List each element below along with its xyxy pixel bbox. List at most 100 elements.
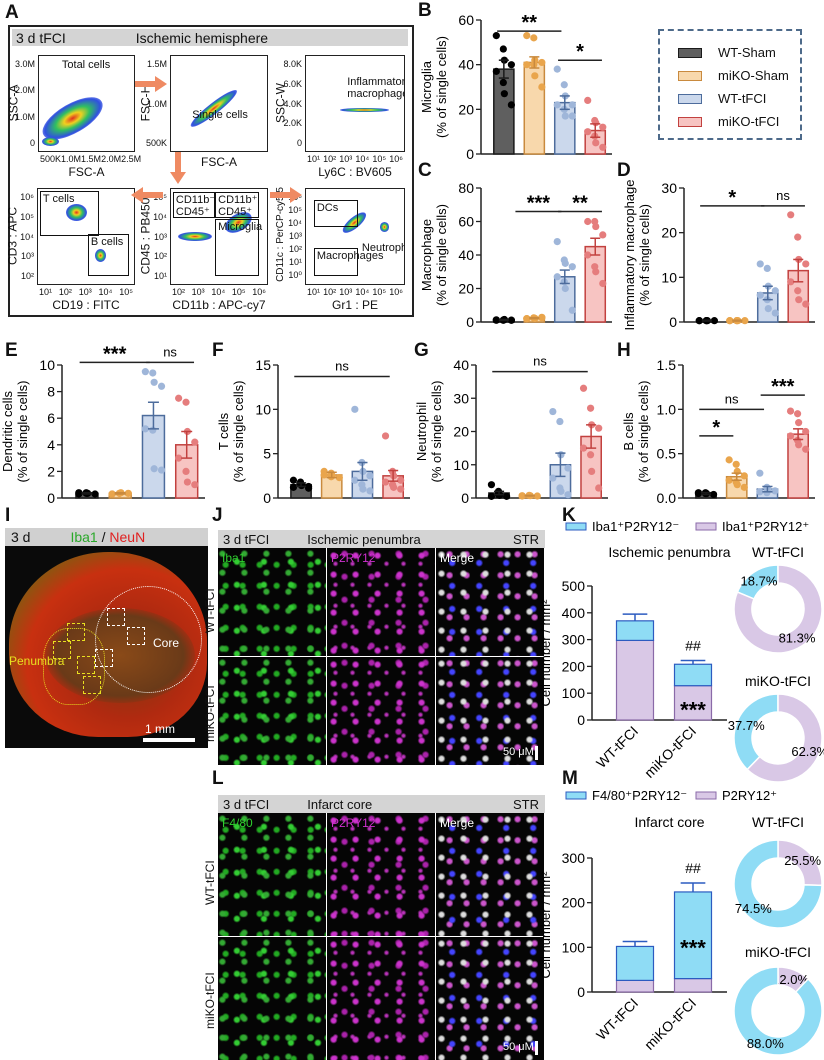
data-point: [592, 139, 600, 147]
data-point: [579, 384, 588, 392]
flow-gating-panel: [8, 25, 414, 317]
data-point: [787, 278, 795, 286]
panel-label-c: C: [418, 160, 432, 181]
micrograph-iba1: Iba1: [218, 548, 326, 656]
y-tick-label: 1.5M: [146, 59, 167, 69]
flow-header-right: Ischemic hemisphere: [135, 29, 269, 46]
panel-label-j: J: [212, 505, 223, 526]
y-axis-label: (% of single cells): [434, 204, 449, 306]
flow-plot: Total cells: [38, 55, 135, 152]
y-tick-label: 10⁵: [20, 211, 34, 222]
scale-bar-label: 50 μM: [503, 746, 534, 758]
data-point: [507, 61, 515, 69]
data-point: [787, 211, 795, 219]
data-point: [157, 382, 166, 390]
y-tick-label: 20: [458, 281, 474, 297]
data-point: [141, 368, 149, 376]
y-tick-label: 30: [453, 390, 469, 406]
panel-label-i: I: [5, 505, 11, 526]
data-point: [595, 424, 603, 432]
y-axis-label: Macrophage: [419, 219, 434, 291]
data-point: [523, 32, 531, 40]
y-tick-label: 6: [47, 410, 55, 426]
data-point: [592, 222, 600, 231]
y-axis-label: Cell number / mm²: [538, 599, 553, 707]
y-tick-label: 1.0M: [14, 111, 35, 122]
data-point: [191, 438, 199, 446]
data-point: [503, 492, 511, 500]
data-point: [771, 287, 779, 295]
x-axis-label: FSC-A: [68, 165, 105, 179]
roi-box: [95, 649, 113, 667]
donut-title: WT-tFCI: [752, 814, 804, 830]
y-axis-label: Microglia: [419, 60, 434, 113]
donut-slice-label: 74.5%: [735, 901, 772, 916]
y-tick-label: 20: [453, 424, 469, 440]
y-axis-label: Inflammatory macrophage: [622, 179, 637, 330]
channel-label: Iba1: [222, 551, 246, 565]
data-point: [487, 481, 496, 489]
panel-label-e: E: [5, 340, 18, 361]
chart-title: Ischemic penumbra: [608, 544, 730, 560]
scale-bar-label: 50 μM: [503, 1041, 534, 1053]
data-point: [595, 484, 603, 492]
y-tick-label: 10¹: [288, 257, 302, 267]
significance-label: ***: [771, 376, 795, 398]
gate-label: Inflammatory macrophages: [347, 76, 405, 100]
significance-label: *: [712, 417, 720, 439]
data-point: [366, 472, 374, 480]
data-point: [584, 96, 592, 104]
data-point: [710, 317, 718, 325]
data-point: [771, 309, 779, 317]
legend-item-miko-tfci: miKO-tFCI: [678, 110, 800, 133]
x-tick-label: 10³: [78, 287, 92, 297]
gate-label: Macrophages: [313, 247, 383, 277]
y-tick-label: 40: [458, 247, 474, 263]
arrow-head-icon: [131, 187, 143, 203]
scale-bar: [535, 1041, 538, 1055]
data-point: [564, 464, 572, 472]
micrograph-merge: Merge: [436, 548, 544, 656]
legend-label: Iba1⁺P2RY12⁻: [592, 519, 679, 534]
y-tick-label: 10³: [153, 231, 167, 242]
data-point: [538, 314, 546, 322]
significance-label: ns: [776, 188, 790, 203]
scale-bar: [535, 746, 538, 760]
gate-label: Neutrophils: [361, 242, 404, 255]
stacked-bar-segment: [615, 979, 655, 993]
data-point: [553, 101, 561, 109]
significance-label: ***: [527, 192, 551, 214]
y-axis-label: (% of single cells): [231, 381, 246, 483]
panel-label-g: G: [414, 340, 429, 361]
x-tick-label: 10¹: [307, 154, 321, 164]
y-tick-label: 10⁴: [288, 218, 302, 228]
data-point: [335, 474, 343, 482]
donut-slice-label: 25.5%: [784, 853, 821, 868]
panel-label-k: K: [562, 505, 576, 526]
data-point: [150, 378, 158, 386]
data-point: [802, 427, 810, 436]
gate-label: DCs: [313, 200, 358, 227]
data-point: [802, 300, 810, 308]
data-point: [492, 316, 500, 324]
significance-label: ns: [335, 359, 349, 374]
y-tick-label: 2: [47, 463, 55, 479]
x-tick-label: 10⁵: [372, 287, 387, 297]
group-legend: WT-Sham miKO-Sham WT-tFCI miKO-tFCI: [658, 29, 802, 140]
density-cloud: [178, 231, 212, 242]
y-tick-label: 40: [458, 57, 474, 73]
legend-label: F4/80⁺P2RY12⁻: [592, 788, 687, 803]
data-point: [533, 492, 541, 500]
micrograph-merge: [436, 657, 544, 765]
penumbra-label: Penumbra: [9, 654, 65, 668]
legend-label: P2RY12⁺: [722, 788, 777, 803]
panel-label-b: B: [418, 0, 432, 21]
data-point: [141, 425, 149, 433]
data-point: [381, 432, 390, 440]
y-tick-label: 0: [29, 137, 35, 148]
data-point: [553, 273, 561, 281]
gate-arrow: [175, 152, 181, 174]
y-tick-labels: 10⁶ 10⁵ 10⁴ 10³ 10²: [7, 192, 34, 281]
y-tick-label: 10³: [20, 251, 34, 262]
gate-label: Total cells: [61, 58, 111, 71]
